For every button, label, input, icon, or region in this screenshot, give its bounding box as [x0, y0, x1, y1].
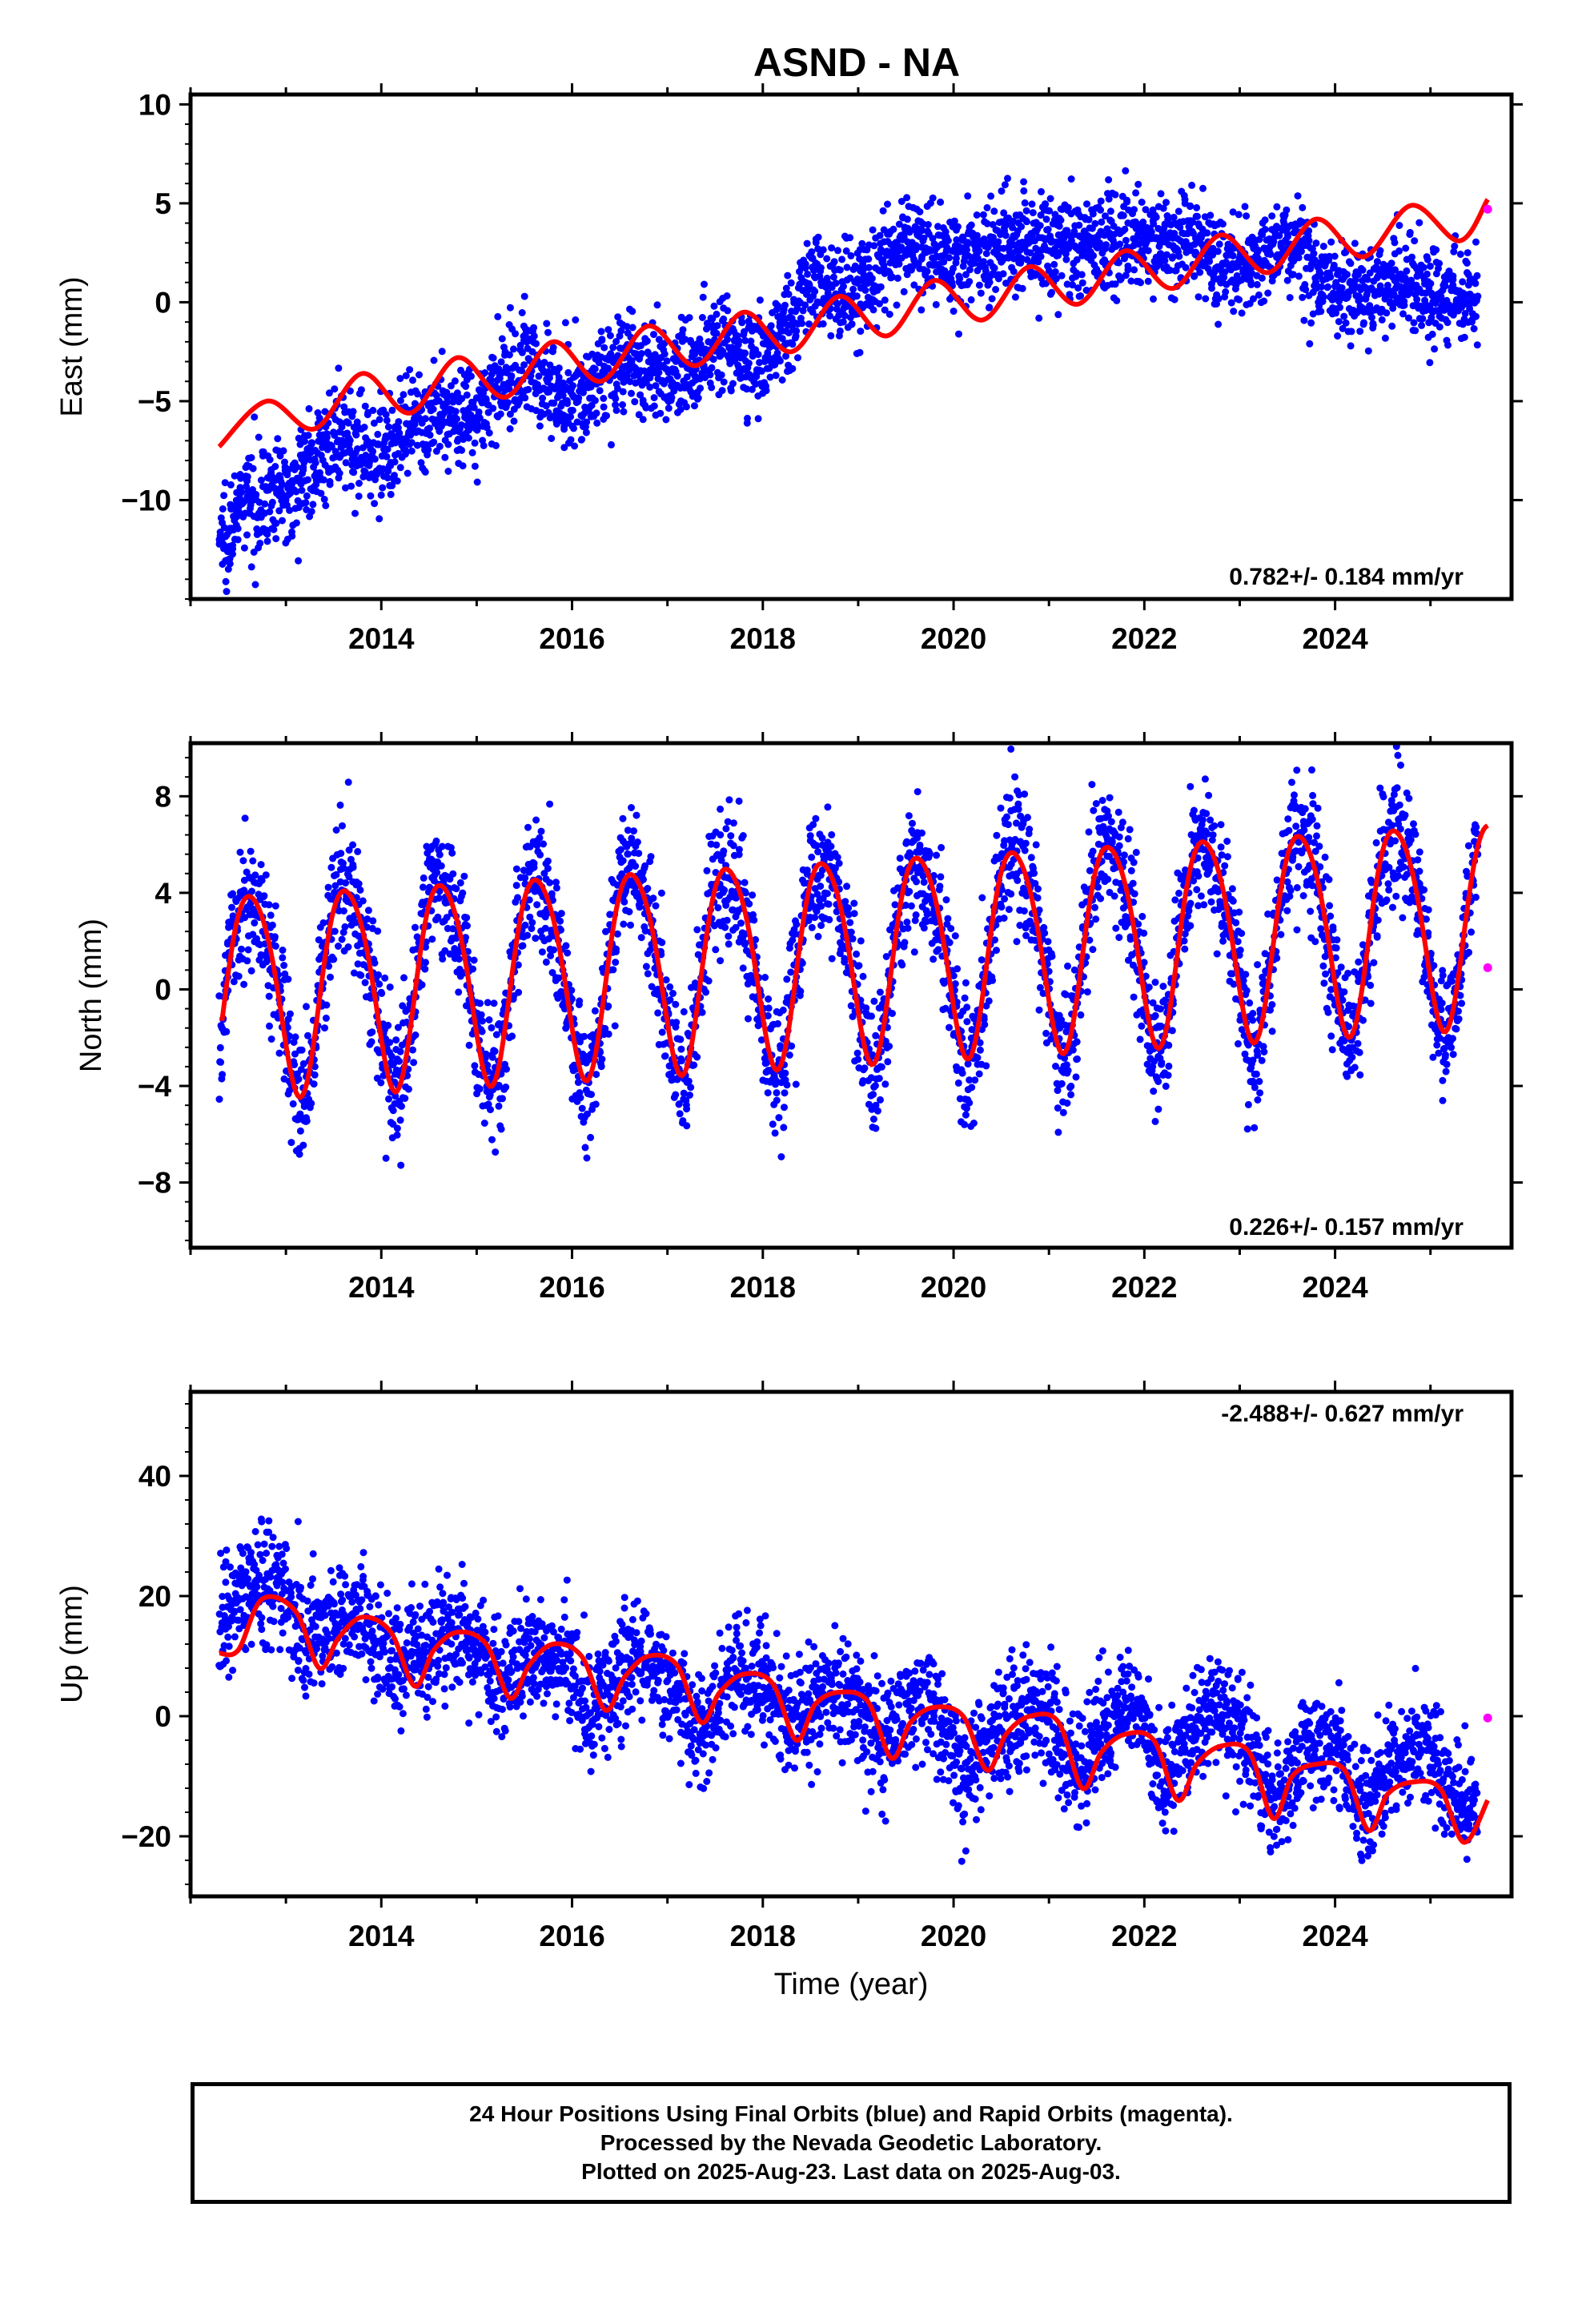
up-y-tick-label: 40 — [139, 1460, 171, 1493]
east-rate-label: 0.782+/- 0.184 mm/yr — [1229, 564, 1464, 590]
east-final-orbit-points — [215, 167, 1482, 596]
up-model-fit-line — [219, 1594, 1490, 1845]
footer-line-3: Plotted on 2025-Aug-23. Last data on 202… — [581, 2159, 1121, 2184]
footer-line-2: Processed by the Nevada Geodetic Laborat… — [600, 2130, 1102, 2155]
footer-note-box: 24 Hour Positions Using Final Orbits (bl… — [191, 2082, 1512, 2204]
up-y-axis-label: Up (mm) — [55, 1585, 89, 1703]
figure-title: ASND - NA — [753, 40, 960, 85]
north-x-tick-label: 2020 — [921, 1271, 986, 1304]
east-y-tick-label: −10 — [121, 484, 171, 517]
east-x-tick-label: 2018 — [730, 622, 796, 655]
north-x-tick-label: 2018 — [730, 1271, 796, 1304]
east-x-tick-label: 2024 — [1302, 622, 1368, 655]
east-y-tick-label: 5 — [155, 187, 171, 220]
up-y-tick-label: −20 — [121, 1820, 171, 1853]
east-y-tick-label: 0 — [155, 286, 171, 319]
east-x-tick-label: 2014 — [348, 622, 415, 655]
north-y-tick-label: 8 — [155, 780, 171, 813]
east-x-tick-label: 2016 — [539, 622, 604, 655]
x-axis-label: Time (year) — [774, 1968, 929, 2001]
east-rapid-orbit-point — [1483, 204, 1492, 214]
north-panel: 8 4 0 −4 −8 2014 2016 2018 2020 2022 2024 North (mm… — [74, 732, 1523, 1304]
up-x-tick-label: 2016 — [539, 1920, 604, 1952]
east-final-orbit-scatter — [215, 167, 1482, 596]
north-y-tick-label: 0 — [155, 973, 171, 1006]
east-panel: 10 5 0 −5 −10 2014 2016 2018 2020 2022 2024 East (m… — [55, 83, 1523, 655]
north-plot-frame — [188, 741, 1514, 1250]
north-rate-label: 0.226+/- 0.157 mm/yr — [1229, 1214, 1464, 1240]
north-final-orbit-points — [215, 743, 1482, 1169]
up-y-tick-label: 20 — [139, 1580, 171, 1613]
north-x-tick-label: 2022 — [1111, 1271, 1177, 1304]
footer-line-1: 24 Hour Positions Using Final Orbits (bl… — [469, 2101, 1233, 2126]
north-x-tick-label: 2024 — [1302, 1271, 1368, 1304]
north-rapid-orbit-point — [1483, 963, 1492, 972]
north-x-tick-label: 2014 — [348, 1271, 415, 1304]
up-x-tick-label: 2018 — [730, 1920, 796, 1952]
north-y-tick-label: −8 — [138, 1167, 171, 1200]
north-y-tick-label: −4 — [138, 1070, 172, 1103]
up-panel: 40 20 0 −20 2014 2016 2018 2020 2022 2024 Up (mm) -… — [55, 1381, 1523, 1952]
up-x-tick-label: 2014 — [348, 1920, 415, 1952]
up-rapid-orbit-point — [1483, 1713, 1492, 1723]
north-final-orbit-scatter — [215, 743, 1482, 1169]
north-model-fit-line — [219, 823, 1489, 1101]
east-y-tick-label: −5 — [138, 385, 171, 418]
east-model-fit-line — [217, 198, 1490, 448]
east-y-tick-label: 10 — [139, 88, 171, 121]
east-plot-frame — [188, 92, 1514, 601]
east-x-tick-label: 2020 — [921, 622, 986, 655]
north-y-tick-label: 4 — [155, 877, 171, 910]
east-x-tick-label: 2022 — [1111, 622, 1177, 655]
up-y-tick-label: 0 — [155, 1700, 171, 1733]
up-x-tick-label: 2024 — [1302, 1920, 1368, 1952]
up-x-tick-label: 2022 — [1111, 1920, 1177, 1952]
up-rate-label: -2.488+/- 0.627 mm/yr — [1221, 1401, 1464, 1427]
up-x-tick-label: 2020 — [921, 1920, 986, 1952]
east-y-axis-label: East (mm) — [55, 276, 89, 416]
north-x-tick-label: 2016 — [539, 1271, 604, 1304]
north-y-axis-label: North (mm) — [74, 919, 108, 1072]
